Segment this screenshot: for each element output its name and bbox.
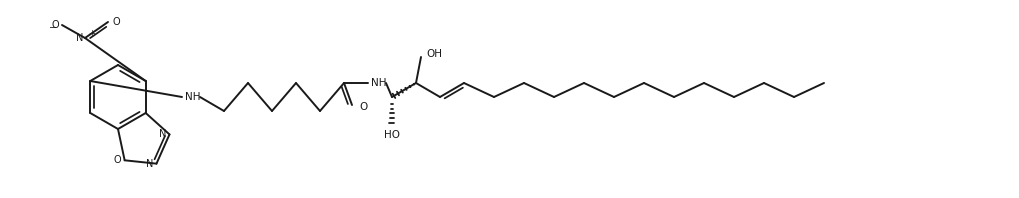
Text: NH: NH	[184, 92, 201, 102]
Text: O: O	[359, 102, 367, 112]
Text: N: N	[146, 159, 153, 169]
Text: O: O	[51, 20, 59, 30]
Text: HO: HO	[383, 130, 399, 140]
Text: −: −	[49, 23, 57, 33]
Text: N: N	[75, 33, 83, 43]
Text: OH: OH	[426, 49, 441, 59]
Text: N: N	[159, 129, 166, 139]
Text: O: O	[113, 17, 120, 27]
Text: +: +	[88, 29, 95, 37]
Text: NH: NH	[371, 78, 386, 88]
Text: O: O	[114, 155, 121, 165]
